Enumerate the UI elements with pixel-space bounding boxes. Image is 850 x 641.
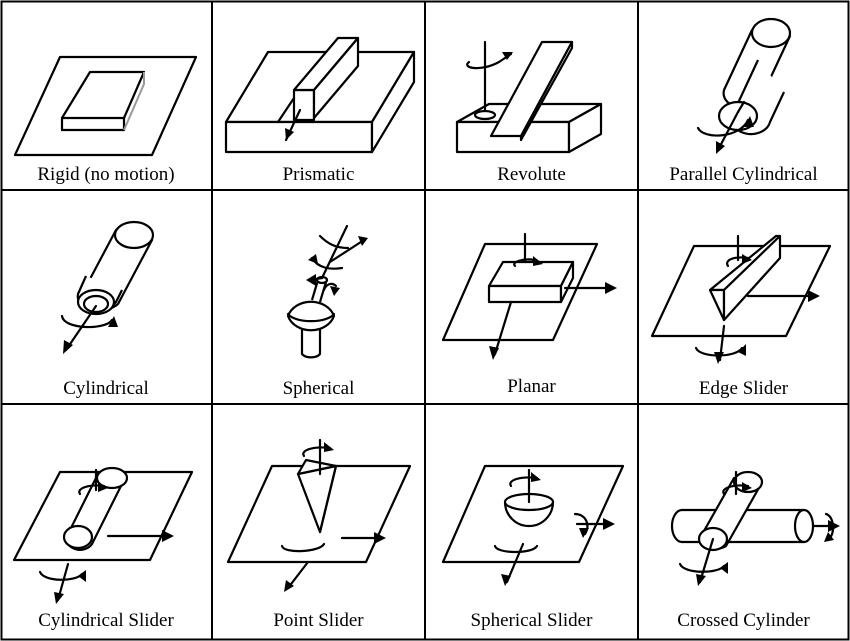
joint-cell-point-slider: Point Slider xyxy=(212,404,425,640)
prismatic-joint-icon xyxy=(224,36,416,154)
joint-cell-parallel-cylindrical: Parallel Cylindrical xyxy=(638,0,849,190)
joint-label: Revolute xyxy=(497,164,566,185)
joint-cell-revolute: Revolute xyxy=(425,0,638,190)
joint-label: Rigid (no motion) xyxy=(37,164,175,185)
joint-label: Prismatic xyxy=(282,164,355,185)
joint-label: Cylindrical xyxy=(63,378,149,399)
joint-cell-cylindrical-slider: Cylindrical Slider xyxy=(0,404,212,640)
cylindrical-joint-icon xyxy=(60,220,155,354)
cylindrical-slider-joint-icon xyxy=(12,466,194,604)
joint-cell-rigid: Rigid (no motion) xyxy=(0,0,212,190)
planar-joint-icon xyxy=(441,232,617,360)
joint-cell-crossed-cylinder: Crossed Cylinder xyxy=(638,404,849,640)
rigid-joint-icon xyxy=(13,55,198,157)
joint-cell-cylindrical: Cylindrical xyxy=(0,190,212,404)
joint-label: Planar xyxy=(507,376,556,397)
joint-label: Parallel Cylindrical xyxy=(669,164,818,185)
joint-cell-prismatic: Prismatic xyxy=(212,0,425,190)
point-slider-joint-icon xyxy=(226,438,412,592)
joint-cell-spherical: Spherical xyxy=(212,190,425,404)
joint-label: Spherical xyxy=(282,378,355,399)
joint-cell-planar: Planar xyxy=(425,190,638,404)
revolute-joint-icon xyxy=(455,40,603,154)
joint-label: Spherical Slider xyxy=(470,610,593,631)
parallel-cylindrical-joint-icon xyxy=(696,17,792,154)
joint-label: Edge Slider xyxy=(698,378,789,399)
spherical-joint-icon xyxy=(286,224,368,359)
spherical-slider-joint-icon xyxy=(441,464,625,586)
joint-label: Crossed Cylinder xyxy=(677,610,810,631)
joint-cell-spherical-slider: Spherical Slider xyxy=(425,404,638,640)
joint-label: Point Slider xyxy=(273,610,364,631)
edge-slider-joint-icon xyxy=(650,234,832,364)
joint-label: Cylindrical Slider xyxy=(38,610,174,631)
joint-cell-edge-slider: Edge Slider xyxy=(638,190,849,404)
crossed-cylinder-joint-icon xyxy=(670,470,840,586)
